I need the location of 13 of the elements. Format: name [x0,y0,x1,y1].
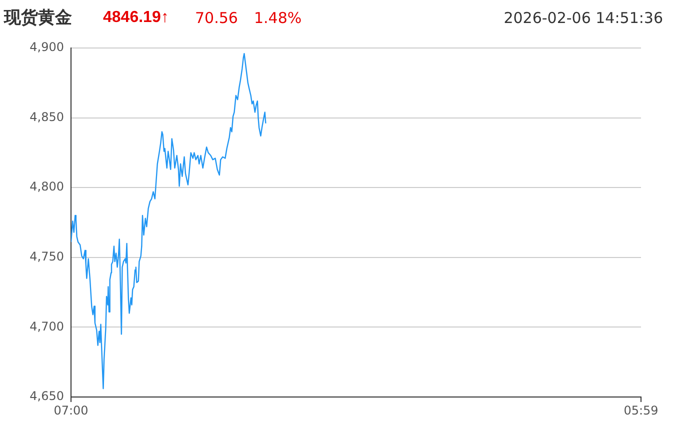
y-tick-label: 4,900 [30,40,64,54]
text: 2026-02-06 14:51:36 [504,8,663,29]
text: 4846.19↑ [103,8,169,28]
text: 70.56 [195,8,238,29]
x-tick-label: 07:00 [54,403,88,418]
y-tick-label: 4,750 [30,250,64,264]
text: 1.48% [254,8,302,29]
y-tick-label: 4,650 [30,389,64,404]
chart-title: 现货黄金 [4,7,72,29]
x-tick-label: 05:59 [624,403,658,418]
y-tick-label: 4,700 [30,319,64,334]
y-tick-label: 4,850 [30,110,64,124]
y-tick-label: 4,800 [30,180,64,194]
